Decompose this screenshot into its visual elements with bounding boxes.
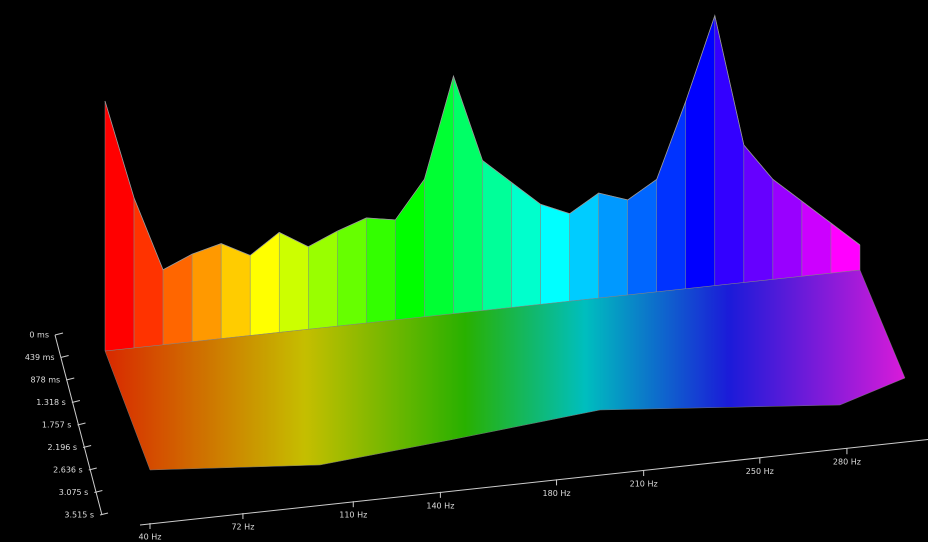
time-tick <box>60 354 69 358</box>
profile-segment <box>598 192 628 299</box>
time-tick <box>77 422 86 426</box>
profile-segment <box>308 230 338 330</box>
time-tick <box>94 489 103 493</box>
profile-segment <box>395 178 425 321</box>
profile-segment <box>191 243 222 342</box>
profile-line <box>104 14 861 271</box>
time-tick-label: 3.515 s <box>64 511 94 520</box>
time-tick-label: 878 ms <box>30 375 60 384</box>
x-tick-label: 250 Hz <box>746 467 774 476</box>
plot: 40 Hz 72 Hz 110 Hz 140 Hz 180 Hz 210 Hz 250 Hz… <box>25 14 928 542</box>
profile-segment <box>337 217 367 327</box>
time-tick-label: 0 ms <box>29 331 49 340</box>
time-tick <box>88 467 97 471</box>
profile-segment <box>743 144 774 283</box>
profile-segment <box>249 231 280 336</box>
time-tick <box>99 512 109 516</box>
x-tick-label: 210 Hz <box>630 480 658 489</box>
time-tick-label: 1.318 s <box>36 398 66 407</box>
profile-segment <box>656 101 687 293</box>
profile-segment <box>772 178 803 280</box>
x-tick-label: 72 Hz <box>231 523 254 532</box>
time-tick <box>54 332 64 336</box>
x-tick-label: 40 Hz <box>139 533 162 542</box>
profile-segment <box>104 100 135 352</box>
time-tick-label: 439 ms <box>25 353 55 362</box>
x-tick-label: 280 Hz <box>833 458 861 467</box>
time-tick-label: 1.757 s <box>42 420 72 429</box>
profile-segment <box>133 197 164 349</box>
profile-segment <box>424 76 454 318</box>
x-tick-label: 110 Hz <box>339 511 367 520</box>
time-tick <box>71 400 80 403</box>
time-tick <box>82 444 92 448</box>
profile-segment <box>278 231 309 333</box>
profile-segment <box>540 203 570 305</box>
profile-segment <box>366 217 396 324</box>
time-tick-label: 2.196 s <box>47 443 77 452</box>
x-tick-label: 180 Hz <box>543 489 571 498</box>
time-tick-label: 3.075 s <box>59 488 89 497</box>
time-tick <box>66 377 75 381</box>
profile-segment <box>482 159 512 311</box>
profile-segment <box>685 15 716 289</box>
profile-segment <box>569 192 599 302</box>
profile-segment <box>714 15 745 286</box>
profile-segment <box>453 76 483 314</box>
x-axis <box>139 439 928 526</box>
profile-segment <box>220 243 251 339</box>
surface-floor <box>104 269 906 471</box>
time-tick-label: 2.636 s <box>53 465 83 474</box>
profile-segment <box>830 222 861 274</box>
x-tick-label: 140 Hz <box>426 501 454 510</box>
